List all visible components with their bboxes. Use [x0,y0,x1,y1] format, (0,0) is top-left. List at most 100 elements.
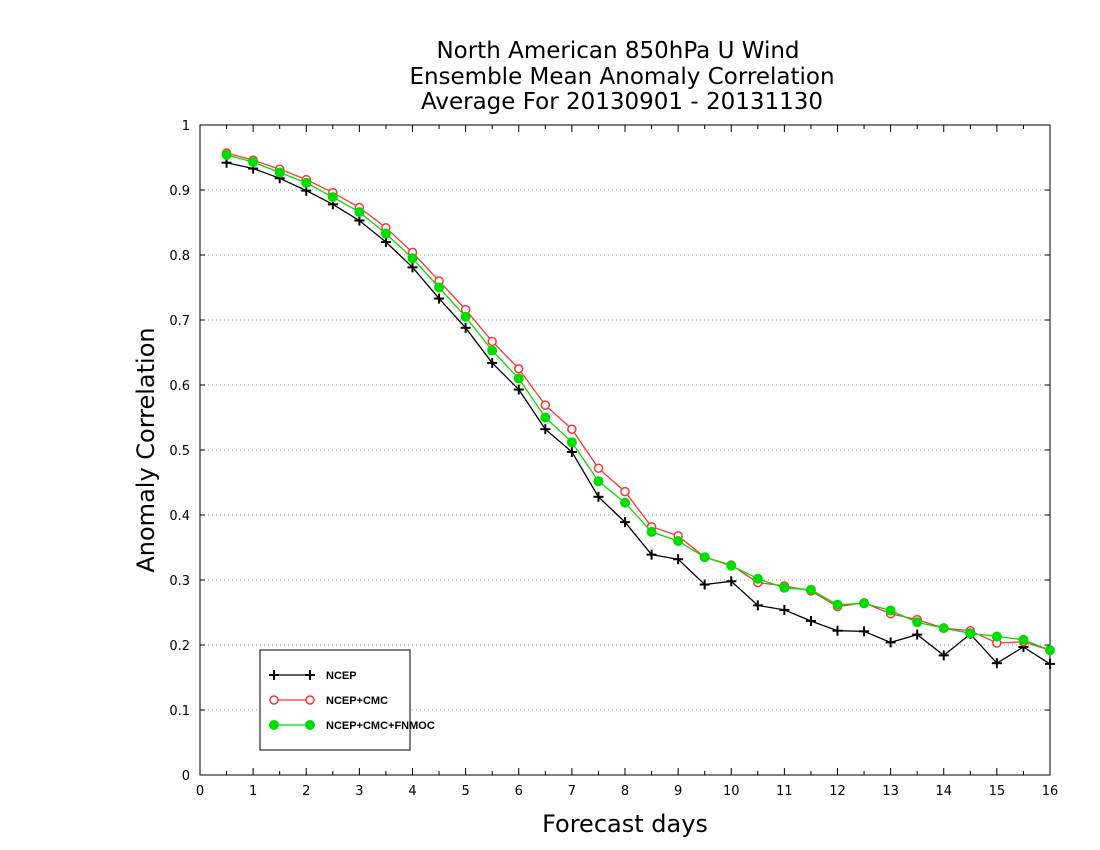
legend-label: NCEP [326,670,357,682]
data-point [673,536,684,546]
y-tick-label: 0.9 [169,184,190,199]
data-point [327,192,338,203]
data-point [673,554,684,565]
data-point [620,486,630,497]
data-point [620,497,630,508]
x-tick-label: 0 [196,784,204,799]
x-tick-label: 15 [989,784,1006,799]
series-layer [221,148,1055,669]
data-point [513,384,524,395]
data-point [380,237,391,247]
data-point [726,560,737,571]
data-point [487,345,498,356]
data-point [434,293,445,304]
data-point [540,412,551,423]
data-point [805,615,816,626]
y-tick-label: 0.1 [169,704,190,719]
data-point [885,605,896,616]
data-point [274,167,285,178]
y-tick-label: 1 [182,119,190,134]
data-point [593,476,604,487]
x-tick-label: 10 [723,784,740,799]
series-line [226,154,1051,651]
series-line [226,162,1051,665]
data-point [1045,658,1055,669]
data-point [593,491,604,502]
x-tick-label: 4 [408,784,416,799]
chart-title: North American 850hPa U Wind Ensemble Me… [409,38,834,115]
x-tick-label: 13 [882,784,899,799]
x-tick-label: 12 [829,784,846,799]
y-tick-label: 0 [182,769,190,784]
x-tick-label: 1 [249,784,257,799]
data-point [487,336,497,347]
legend-item: NCEP+CMC+FNMOC [269,720,435,732]
data-point [912,617,923,628]
data-point [566,437,577,448]
data-point [567,424,577,434]
legend-marker [305,695,315,705]
legend-marker [305,670,315,680]
data-point [513,373,524,384]
data-point [301,177,312,188]
data-point [699,552,710,563]
data-point [859,626,870,637]
data-point [859,598,870,609]
data-point [407,253,418,264]
data-point [593,463,604,473]
legend-marker [305,720,315,730]
data-point [779,582,790,593]
x-tick-label: 2 [302,784,310,799]
x-tick-label: 8 [621,784,629,799]
data-point [646,526,657,537]
data-point [938,623,949,634]
y-tick-label: 0.7 [169,314,190,329]
x-tick-label: 16 [1042,784,1059,799]
data-point [805,584,816,595]
data-point [912,629,923,640]
data-point [248,157,259,168]
y-tick-label: 0.2 [169,639,190,654]
data-point [620,517,630,528]
y-tick-label: 0.6 [169,379,190,394]
data-point [991,658,1002,669]
data-point [566,446,577,457]
data-point [354,215,365,226]
data-point [380,228,391,239]
data-point [540,400,551,410]
data-point [407,262,418,273]
series-1 [221,157,1055,669]
data-point [514,364,524,374]
data-point [540,424,551,435]
y-tick-label: 0.4 [169,509,190,524]
chart-title-line-2: Ensemble Mean Anomaly Correlation [409,64,834,90]
legend: NCEP NCEP+CMC NCEP+CMC+FNMOC [259,649,435,751]
y-tick-label: 0.5 [169,444,190,459]
legend-label: NCEP+CMC+FNMOC [326,720,435,732]
axis-ticks: 00.10.20.30.40.50.60.70.80.910 1 2 3 4 5 6 7 8 9 1… [169,119,1058,799]
data-point [460,322,471,333]
legend-item: NCEP [269,670,357,682]
data-point [1045,645,1055,656]
series-line [226,152,1051,651]
x-tick-label: 11 [776,784,793,799]
data-point [885,637,896,648]
data-point [434,282,445,293]
x-axis-label: Forecast days [542,810,708,838]
y-tick-label: 0.8 [169,249,190,264]
data-point [965,628,976,639]
data-point [646,549,657,560]
legend-marker [269,720,279,730]
data-point [460,311,471,322]
data-point [938,650,949,661]
x-tick-label: 6 [515,784,523,799]
y-axis-label: Anomaly Correlation [132,327,160,572]
grid-lines [200,189,1050,711]
legend-label: NCEP+CMC [326,695,388,707]
data-point [221,149,232,160]
x-tick-label: 9 [674,784,682,799]
series-2 [221,148,1055,655]
x-tick-label: 7 [568,784,576,799]
x-tick-label: 5 [461,784,469,799]
data-point [699,579,710,590]
